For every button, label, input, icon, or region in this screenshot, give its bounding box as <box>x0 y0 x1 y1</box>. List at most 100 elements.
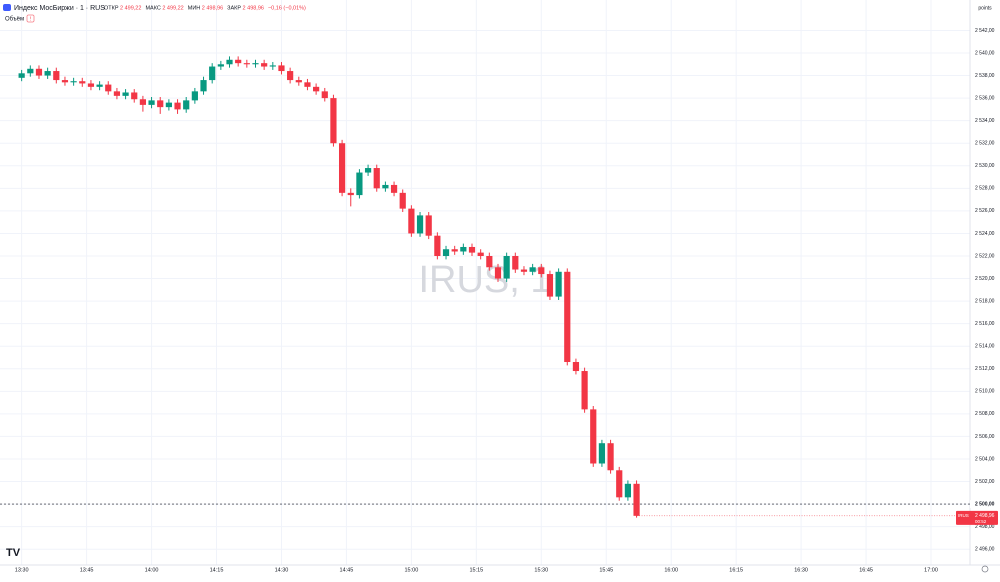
candle-body <box>70 81 77 83</box>
candle-body <box>382 184 389 189</box>
x-tick-label: 15:00 <box>405 567 419 573</box>
ohlc-name: ЗАКР <box>227 5 241 11</box>
candle-body <box>304 82 311 87</box>
logo[interactable]: TV <box>6 547 21 559</box>
candle-body <box>44 71 51 76</box>
candle-body <box>347 192 354 196</box>
candle-body <box>425 215 432 236</box>
candle-body <box>416 215 424 234</box>
ohlc-name: ОТКР <box>104 5 119 11</box>
y-tick-label: 2 532,00 <box>975 141 995 147</box>
warning-icon: ! <box>30 16 31 22</box>
y-tick-label: 2 520,00 <box>975 276 995 282</box>
candle-body <box>364 168 372 173</box>
candle-body <box>122 92 129 96</box>
candle-body <box>616 470 623 498</box>
candle-body <box>590 409 597 464</box>
candle-body <box>53 71 60 81</box>
candle-body <box>87 83 95 87</box>
candle-body <box>113 91 121 96</box>
x-tick-label: 16:15 <box>729 567 743 573</box>
candle-body <box>174 102 181 110</box>
y-tick-label: 2 526,00 <box>975 208 995 214</box>
candle-body <box>235 59 242 64</box>
ohlc-value: 2 498,96 <box>243 5 264 11</box>
watermark: IRUS, 1 <box>418 259 551 301</box>
candle-body <box>200 80 207 92</box>
y-tick-label: 2 528,00 <box>975 186 995 192</box>
y-tick-label: 2 518,00 <box>975 298 995 304</box>
candle-body <box>269 65 276 67</box>
y-tick-label: 2 498,00 <box>975 524 995 530</box>
candle-body <box>261 63 268 67</box>
candle-body <box>278 65 285 72</box>
settings-icon[interactable] <box>981 565 989 573</box>
candle-body <box>581 371 588 410</box>
candle-body <box>555 271 562 297</box>
last-price-tag <box>956 510 998 525</box>
candle-body <box>451 249 458 252</box>
candle-body <box>477 252 484 256</box>
candle-body <box>442 249 450 256</box>
candle-body <box>529 267 536 272</box>
symbol-icon <box>3 4 11 11</box>
x-tick-label: 15:45 <box>599 567 613 573</box>
candle-body <box>183 100 190 110</box>
y-tick-label: 2 516,00 <box>975 321 995 327</box>
candle-body <box>520 269 528 272</box>
candle-body <box>356 172 363 196</box>
candle-body <box>131 92 138 100</box>
candle-body <box>287 71 294 81</box>
candle-body <box>139 99 147 105</box>
candle-body <box>217 64 224 67</box>
candle-body <box>434 235 441 256</box>
candle-body <box>96 84 103 87</box>
x-tick-label: 15:15 <box>469 567 483 573</box>
x-tick-label: 16:45 <box>859 567 873 573</box>
candle-body <box>598 443 606 464</box>
candle-body <box>157 100 164 108</box>
ohlc-value: 2 499,22 <box>162 5 183 11</box>
x-tick-label: 17:00 <box>924 567 938 573</box>
ohlc-name: МАКС <box>145 5 160 11</box>
y-tick-label: 2 508,00 <box>975 411 995 417</box>
candle-body <box>503 255 510 279</box>
candle-body <box>35 68 43 76</box>
volume-label[interactable]: Объём <box>5 17 24 23</box>
candle-body <box>468 246 476 253</box>
x-tick-label: 15:30 <box>534 567 548 573</box>
candle-body <box>338 143 346 193</box>
candle-body <box>226 59 233 65</box>
x-tick-label: 13:45 <box>80 567 94 573</box>
reference-tag-label: 2 500,00 <box>975 501 995 507</box>
candle-body <box>373 168 380 189</box>
candle-body <box>512 255 519 270</box>
ohlc-value: 2 498,96 <box>202 5 223 11</box>
y-tick-label: 2 522,00 <box>975 253 995 259</box>
candle-body <box>633 483 640 516</box>
candle-body <box>313 86 320 92</box>
candle-body <box>572 362 580 372</box>
candle-body <box>243 63 250 65</box>
candle-body <box>191 91 198 101</box>
volume-warning[interactable] <box>26 14 35 23</box>
ohlc-value: 2 499,22 <box>120 5 141 11</box>
candle-body <box>18 73 25 78</box>
y-tick-label: 2 514,00 <box>975 344 995 350</box>
x-tick-label: 14:00 <box>145 567 159 573</box>
y-tick-label: 2 530,00 <box>975 163 995 169</box>
y-tick-label: 2 524,00 <box>975 231 995 237</box>
chart-title: Индекс МосБиржи · 1 · RUS <box>14 5 105 12</box>
last-price-symbol: IRUS <box>958 513 969 518</box>
y-tick-label: 2 534,00 <box>975 118 995 124</box>
ohlc-change: −0,16 (−0,01%) <box>268 5 306 11</box>
y-tick-label: 2 504,00 <box>975 456 995 462</box>
candle-body <box>79 81 86 84</box>
candle-body <box>165 102 172 108</box>
y-tick-label: 2 542,00 <box>975 28 995 34</box>
x-tick-label: 16:00 <box>664 567 678 573</box>
y-tick-label: 2 536,00 <box>975 95 995 101</box>
candle-body <box>460 246 467 252</box>
